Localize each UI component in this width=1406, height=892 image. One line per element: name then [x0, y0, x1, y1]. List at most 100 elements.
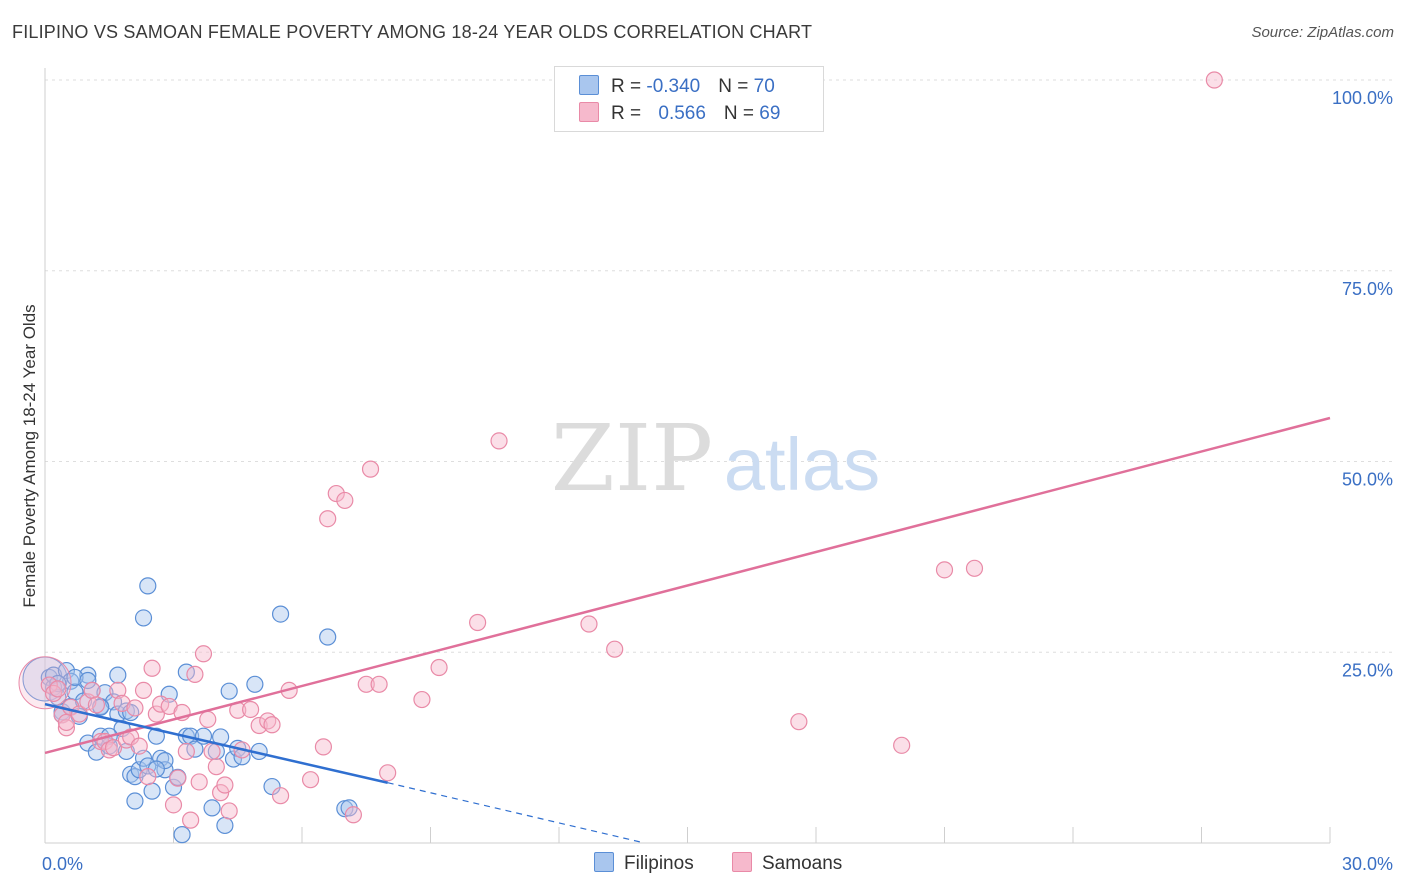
samoans-point [490, 432, 508, 450]
legend-r-label: R = [611, 103, 647, 124]
samoans-cluster-point [18, 656, 72, 710]
samoans-point [186, 665, 204, 683]
samoans-point [113, 694, 131, 712]
filipinos-point [156, 761, 174, 779]
samoans-point [109, 681, 127, 700]
samoans-point [336, 491, 354, 510]
samoans-point [203, 742, 221, 761]
tick-labels: 25.0% 50.0% 75.0% 100.0% 0.0% 30.0% [42, 88, 1393, 874]
watermark: ZIP atlas [551, 405, 880, 512]
samoans-point [250, 716, 268, 735]
filipinos-point [134, 609, 153, 627]
samoans-point [126, 699, 144, 717]
gridlines [45, 79, 1394, 653]
filipinos-point [216, 816, 234, 835]
filipinos-point [263, 777, 281, 796]
samoans-point [130, 737, 148, 755]
samoans-point [190, 773, 208, 791]
legend-n-label: N = [718, 76, 754, 97]
chart-title: FILIPINO VS SAMOAN FEMALE POVERTY AMONG … [12, 22, 813, 42]
samoans-swatch [579, 102, 599, 122]
legend-r-value: -0.340 [646, 76, 701, 97]
filipinos-point [109, 666, 127, 684]
y-tick-label: 25.0% [1342, 660, 1393, 680]
samoans-point [143, 659, 161, 677]
samoans-point [271, 787, 290, 805]
filipinos-point [57, 661, 76, 680]
watermark-atlas: atlas [724, 423, 880, 506]
samoans-point [379, 764, 397, 782]
legend-samoans: Samoans [732, 852, 842, 875]
samoans-point [104, 739, 123, 757]
legend-r-label: R = [611, 76, 647, 97]
samoans-point [606, 640, 624, 658]
samoans-point [413, 690, 431, 709]
trend-lines [44, 416, 1331, 844]
samoans-point [469, 613, 487, 632]
samoans-point [220, 802, 238, 820]
samoans-point [935, 561, 954, 579]
samoans-point [49, 680, 67, 698]
filipinos-point [173, 826, 191, 844]
x-tick-label: 0.0% [42, 854, 83, 874]
filipinos-point [143, 782, 161, 800]
samoans-point [207, 758, 225, 776]
samoans-point [83, 681, 101, 700]
samoans-point [965, 559, 984, 577]
samoans-point [1205, 71, 1223, 89]
filipinos-point [271, 605, 290, 623]
filipinos-point [246, 675, 264, 693]
samoans-point [40, 676, 58, 694]
samoans-point [319, 510, 337, 528]
samoans-point [147, 705, 165, 723]
filipinos-point [49, 674, 67, 693]
samoans-point [790, 713, 808, 731]
samoans-point [216, 776, 234, 794]
legend-samoans-label: Samoans [762, 853, 843, 874]
samoans-point [87, 696, 106, 714]
filipinos-point [44, 666, 63, 684]
filipinos-trend-line [44, 702, 388, 784]
samoans-point [242, 700, 260, 719]
axes [44, 68, 1331, 844]
y-tick-label: 100.0% [1332, 88, 1393, 108]
legend-r-value: 0.566 [658, 103, 706, 124]
samoans-point [263, 716, 281, 734]
y-tick-label: 50.0% [1342, 470, 1393, 490]
samoans-point [199, 710, 217, 728]
filipinos-point [164, 778, 183, 796]
samoans-point [177, 742, 195, 761]
legend-filipinos: Filipinos [594, 852, 694, 875]
filipinos-point [79, 671, 97, 690]
samoans-point [580, 615, 598, 633]
samoans-trend-line [44, 416, 1331, 755]
samoans-point [182, 811, 200, 829]
samoans-point [57, 719, 76, 737]
legend-row-samoans: R = 0.566 N = 69 [579, 102, 780, 126]
filipinos-point [139, 577, 157, 595]
samoans-point [301, 771, 320, 789]
filipinos-point [203, 799, 221, 817]
samoans-point [361, 460, 380, 478]
samoans-point [134, 681, 153, 700]
samoans-point [357, 675, 375, 693]
samoans-point [169, 769, 187, 787]
filipinos-swatch [579, 75, 599, 95]
filipinos-point [220, 682, 238, 700]
samoans-point [164, 796, 183, 814]
filipinos-point [126, 792, 144, 810]
legend-row-filipinos: R = -0.340 N = 70 [579, 75, 775, 99]
samoans-legend-swatch [732, 852, 752, 872]
samoans-point [139, 768, 157, 786]
source-label: Source: ZipAtlas.com [1251, 24, 1394, 41]
x-tick-label: 30.0% [1342, 854, 1393, 874]
samoans-point [344, 806, 362, 824]
legend-filipinos-label: Filipinos [624, 853, 694, 874]
samoans-point [893, 736, 911, 754]
filipinos-point [147, 727, 165, 745]
stats-legend: R = -0.340 N = 70 R = 0.566 N = 69 [554, 66, 824, 132]
y-axis-label: Female Poverty Among 18-24 Year Olds [20, 304, 39, 608]
filipinos-trend-extension [387, 782, 645, 844]
watermark-zip: ZIP [551, 405, 713, 512]
legend-n-value: 69 [759, 103, 781, 124]
